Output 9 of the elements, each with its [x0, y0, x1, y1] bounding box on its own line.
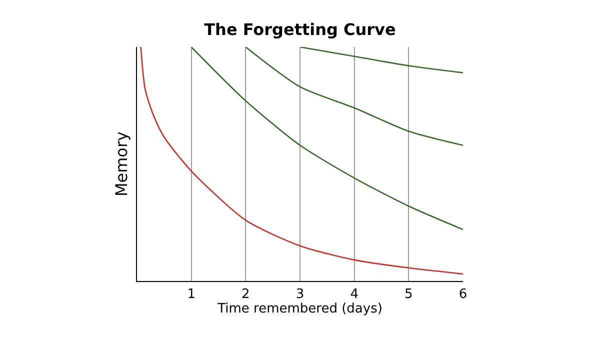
x-tick-label: 5	[404, 286, 413, 302]
x-tick-label: 1	[187, 286, 196, 302]
chart-title: The Forgetting Curve	[204, 20, 396, 40]
y-axis-title: Memory	[112, 131, 131, 197]
x-tick-label: 4	[350, 286, 358, 302]
x-tick-label: 2	[242, 286, 250, 302]
x-tick-label: 3	[296, 286, 304, 302]
x-axis-title: Time remembered (days)	[216, 302, 382, 317]
x-tick-label: 6	[458, 286, 468, 302]
